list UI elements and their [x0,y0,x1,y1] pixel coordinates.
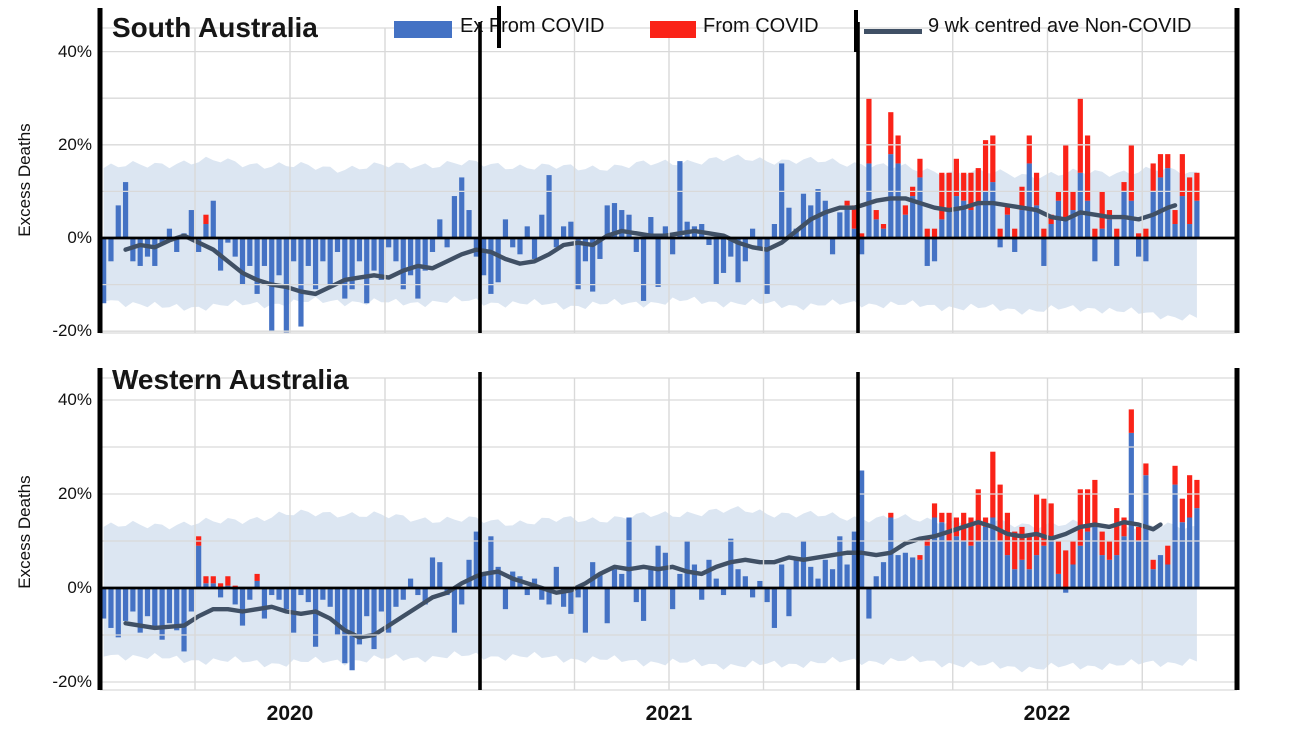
x-tick-label-2020: 2020 [266,702,314,725]
south-australia-panel [97,8,1240,334]
panel-borders [97,8,1240,333]
legend-label-ex-from-covid: Ex From COVID [460,15,605,37]
plot-area [101,98,1200,333]
legend-divider-tick-icon [854,10,858,52]
avg-non-covid-line [123,520,1163,640]
x-tick-label-2022: 2022 [1023,702,1071,725]
chart-title-south-australia: South Australia [112,12,318,43]
western-australia-panel [97,368,1240,691]
y-tick-label: 20% [57,134,92,154]
gridlines [100,27,1237,334]
y-tick-label: 0% [67,228,92,247]
legend-swatch-ex-from-covid-icon [394,21,452,38]
y-tick-label: 40% [57,41,92,61]
y-tick-label: 20% [57,484,92,503]
weekly-bars [101,98,1200,333]
avg-non-covid-line [123,196,1178,297]
y-tick-label: -20% [52,321,92,341]
y-tick-label: 0% [67,578,92,597]
legend-label-avg-non-covid: 9 wk centred ave Non-COVID [928,15,1192,37]
gridlines [100,377,1237,691]
legend-divider-tick-icon [497,6,501,48]
chart-title-western-australia: Western Australia [112,364,349,395]
y-tick-label: 40% [57,390,92,409]
legend-swatch-avg-line-icon [864,29,922,34]
legend-swatch-from-covid-icon [650,21,696,38]
y-tick-label: -20% [52,672,92,691]
panel-borders [97,368,1240,690]
x-tick-label-2021: 2021 [645,702,693,725]
legend-label-from-covid: From COVID [703,15,819,37]
